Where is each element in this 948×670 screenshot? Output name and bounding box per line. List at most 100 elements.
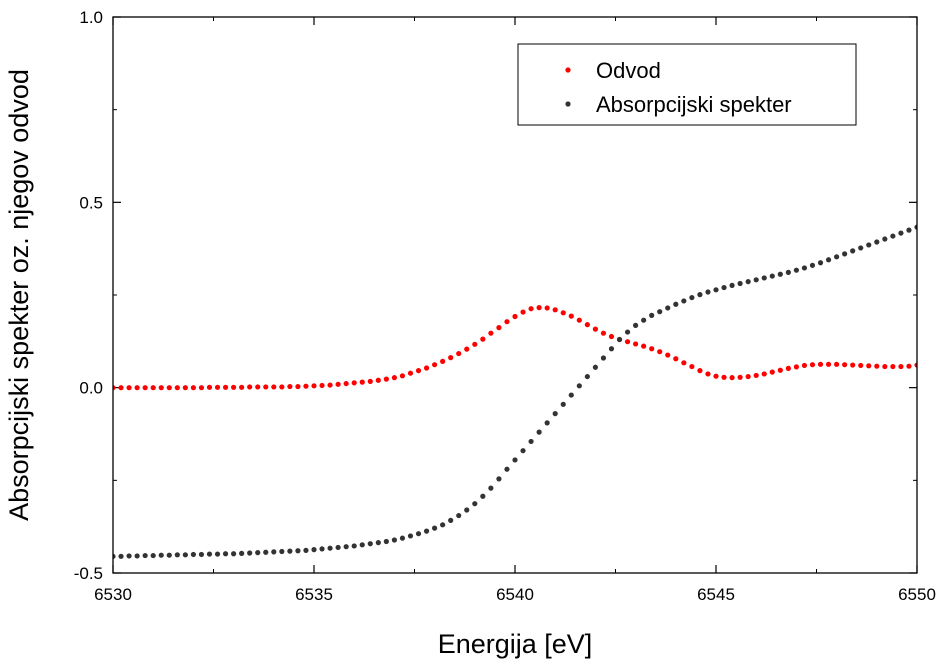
data-point <box>223 551 228 556</box>
data-point <box>456 513 461 518</box>
data-point <box>336 545 341 550</box>
data-point <box>167 553 172 558</box>
data-point <box>384 377 389 382</box>
data-point <box>263 384 268 389</box>
data-point <box>834 254 839 259</box>
data-point <box>231 385 236 390</box>
data-point <box>713 374 718 379</box>
data-point <box>850 362 855 367</box>
x-tick-label: 6535 <box>295 585 333 604</box>
data-point <box>231 551 236 556</box>
data-point <box>939 216 944 221</box>
data-point <box>520 448 525 453</box>
data-point <box>681 360 686 365</box>
data-point <box>440 359 445 364</box>
data-point <box>135 385 140 390</box>
data-point <box>368 379 373 384</box>
y-axis-title: Absorpcijski spekter oz. njegov odvod <box>4 69 34 521</box>
data-point <box>858 245 863 250</box>
data-point <box>183 552 188 557</box>
data-point <box>738 281 743 286</box>
data-point <box>183 385 188 390</box>
data-point <box>633 323 638 328</box>
data-point <box>882 236 887 241</box>
data-point <box>464 507 469 512</box>
data-point <box>311 383 316 388</box>
data-point <box>922 361 927 366</box>
data-point <box>673 356 678 361</box>
data-point <box>175 552 180 557</box>
data-point <box>271 549 276 554</box>
data-point <box>336 382 341 387</box>
data-point <box>207 551 212 556</box>
data-point <box>641 344 646 349</box>
data-point <box>392 537 397 542</box>
data-point <box>384 539 389 544</box>
data-point <box>890 233 895 238</box>
data-point <box>721 285 726 290</box>
data-point <box>151 385 156 390</box>
data-point <box>247 384 252 389</box>
data-point <box>408 371 413 376</box>
data-point <box>167 385 172 390</box>
data-point <box>930 360 935 365</box>
data-point <box>424 529 429 534</box>
data-point <box>215 385 220 390</box>
data-point <box>271 384 276 389</box>
data-point <box>665 305 670 310</box>
data-point <box>528 439 533 444</box>
data-point <box>287 384 292 389</box>
data-point <box>207 385 212 390</box>
data-point <box>143 553 148 558</box>
data-point <box>729 375 734 380</box>
data-point <box>327 546 332 551</box>
data-point <box>255 550 260 555</box>
data-point <box>520 309 525 314</box>
data-point <box>561 310 566 315</box>
data-point <box>810 263 815 268</box>
data-point <box>930 219 935 224</box>
legend-marker-odvod <box>565 67 570 72</box>
data-point <box>649 346 654 351</box>
data-point <box>464 347 469 352</box>
data-point <box>786 270 791 275</box>
data-point <box>858 363 863 368</box>
data-point <box>545 305 550 310</box>
data-point <box>697 292 702 297</box>
data-point <box>319 383 324 388</box>
data-point <box>287 549 292 554</box>
data-point <box>866 363 871 368</box>
data-point <box>625 339 630 344</box>
data-point <box>818 362 823 367</box>
data-point <box>705 371 710 376</box>
data-point <box>890 364 895 369</box>
data-point <box>786 366 791 371</box>
data-point <box>512 314 517 319</box>
data-point <box>770 273 775 278</box>
legend-label-absorpcijski-spekter: Absorpcijski spekter <box>596 92 792 117</box>
data-point <box>778 272 783 277</box>
data-point <box>810 362 815 367</box>
x-tick-label: 6545 <box>697 585 735 604</box>
data-point <box>255 384 260 389</box>
data-point <box>681 298 686 303</box>
data-point <box>504 467 509 472</box>
data-point <box>802 265 807 270</box>
data-point <box>826 362 831 367</box>
data-point <box>319 546 324 551</box>
data-point <box>416 531 421 536</box>
legend-marker-absorpcijski-spekter <box>565 101 570 106</box>
legend-label-odvod: Odvod <box>596 58 661 83</box>
data-point <box>135 553 140 558</box>
data-point <box>175 385 180 390</box>
data-point <box>842 251 847 256</box>
data-point <box>472 501 477 506</box>
data-point <box>159 385 164 390</box>
data-point <box>344 544 349 549</box>
data-point <box>448 355 453 360</box>
data-point <box>601 355 606 360</box>
data-point <box>545 420 550 425</box>
legend: Odvod Absorpcijski spekter <box>518 44 856 125</box>
data-point <box>488 486 493 491</box>
